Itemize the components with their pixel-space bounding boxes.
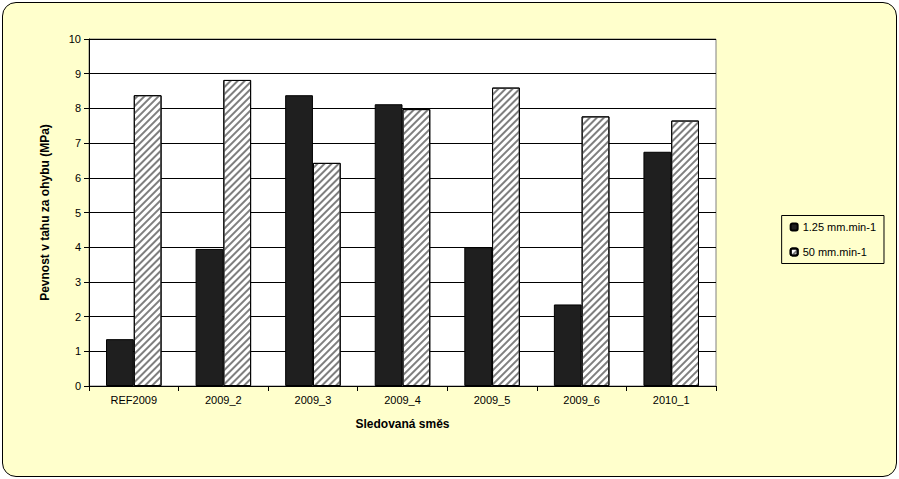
svg-text:2010_1: 2010_1 xyxy=(653,394,690,406)
svg-text:2009_6: 2009_6 xyxy=(563,394,600,406)
svg-text:8: 8 xyxy=(75,102,81,114)
svg-text:50 mm.min-1: 50 mm.min-1 xyxy=(803,246,867,258)
svg-text:9: 9 xyxy=(75,68,81,80)
svg-text:REF2009: REF2009 xyxy=(111,394,157,406)
svg-text:6: 6 xyxy=(75,172,81,184)
svg-text:2009_5: 2009_5 xyxy=(474,394,511,406)
svg-text:Pevnost v tahu za ohybu (MPa): Pevnost v tahu za ohybu (MPa) xyxy=(38,124,52,301)
svg-text:4: 4 xyxy=(75,241,81,253)
svg-text:10: 10 xyxy=(69,33,81,45)
svg-text:5: 5 xyxy=(75,207,81,219)
svg-text:2009_2: 2009_2 xyxy=(205,394,242,406)
svg-text:1: 1 xyxy=(75,345,81,357)
svg-text:3: 3 xyxy=(75,276,81,288)
svg-text:7: 7 xyxy=(75,137,81,149)
svg-text:2009_3: 2009_3 xyxy=(295,394,332,406)
svg-text:0: 0 xyxy=(75,380,81,392)
svg-text:Sledovaná směs: Sledovaná směs xyxy=(355,417,449,431)
svg-text:1.25 mm.min-1: 1.25 mm.min-1 xyxy=(803,221,876,233)
svg-text:2009_4: 2009_4 xyxy=(384,394,421,406)
svg-text:2: 2 xyxy=(75,311,81,323)
